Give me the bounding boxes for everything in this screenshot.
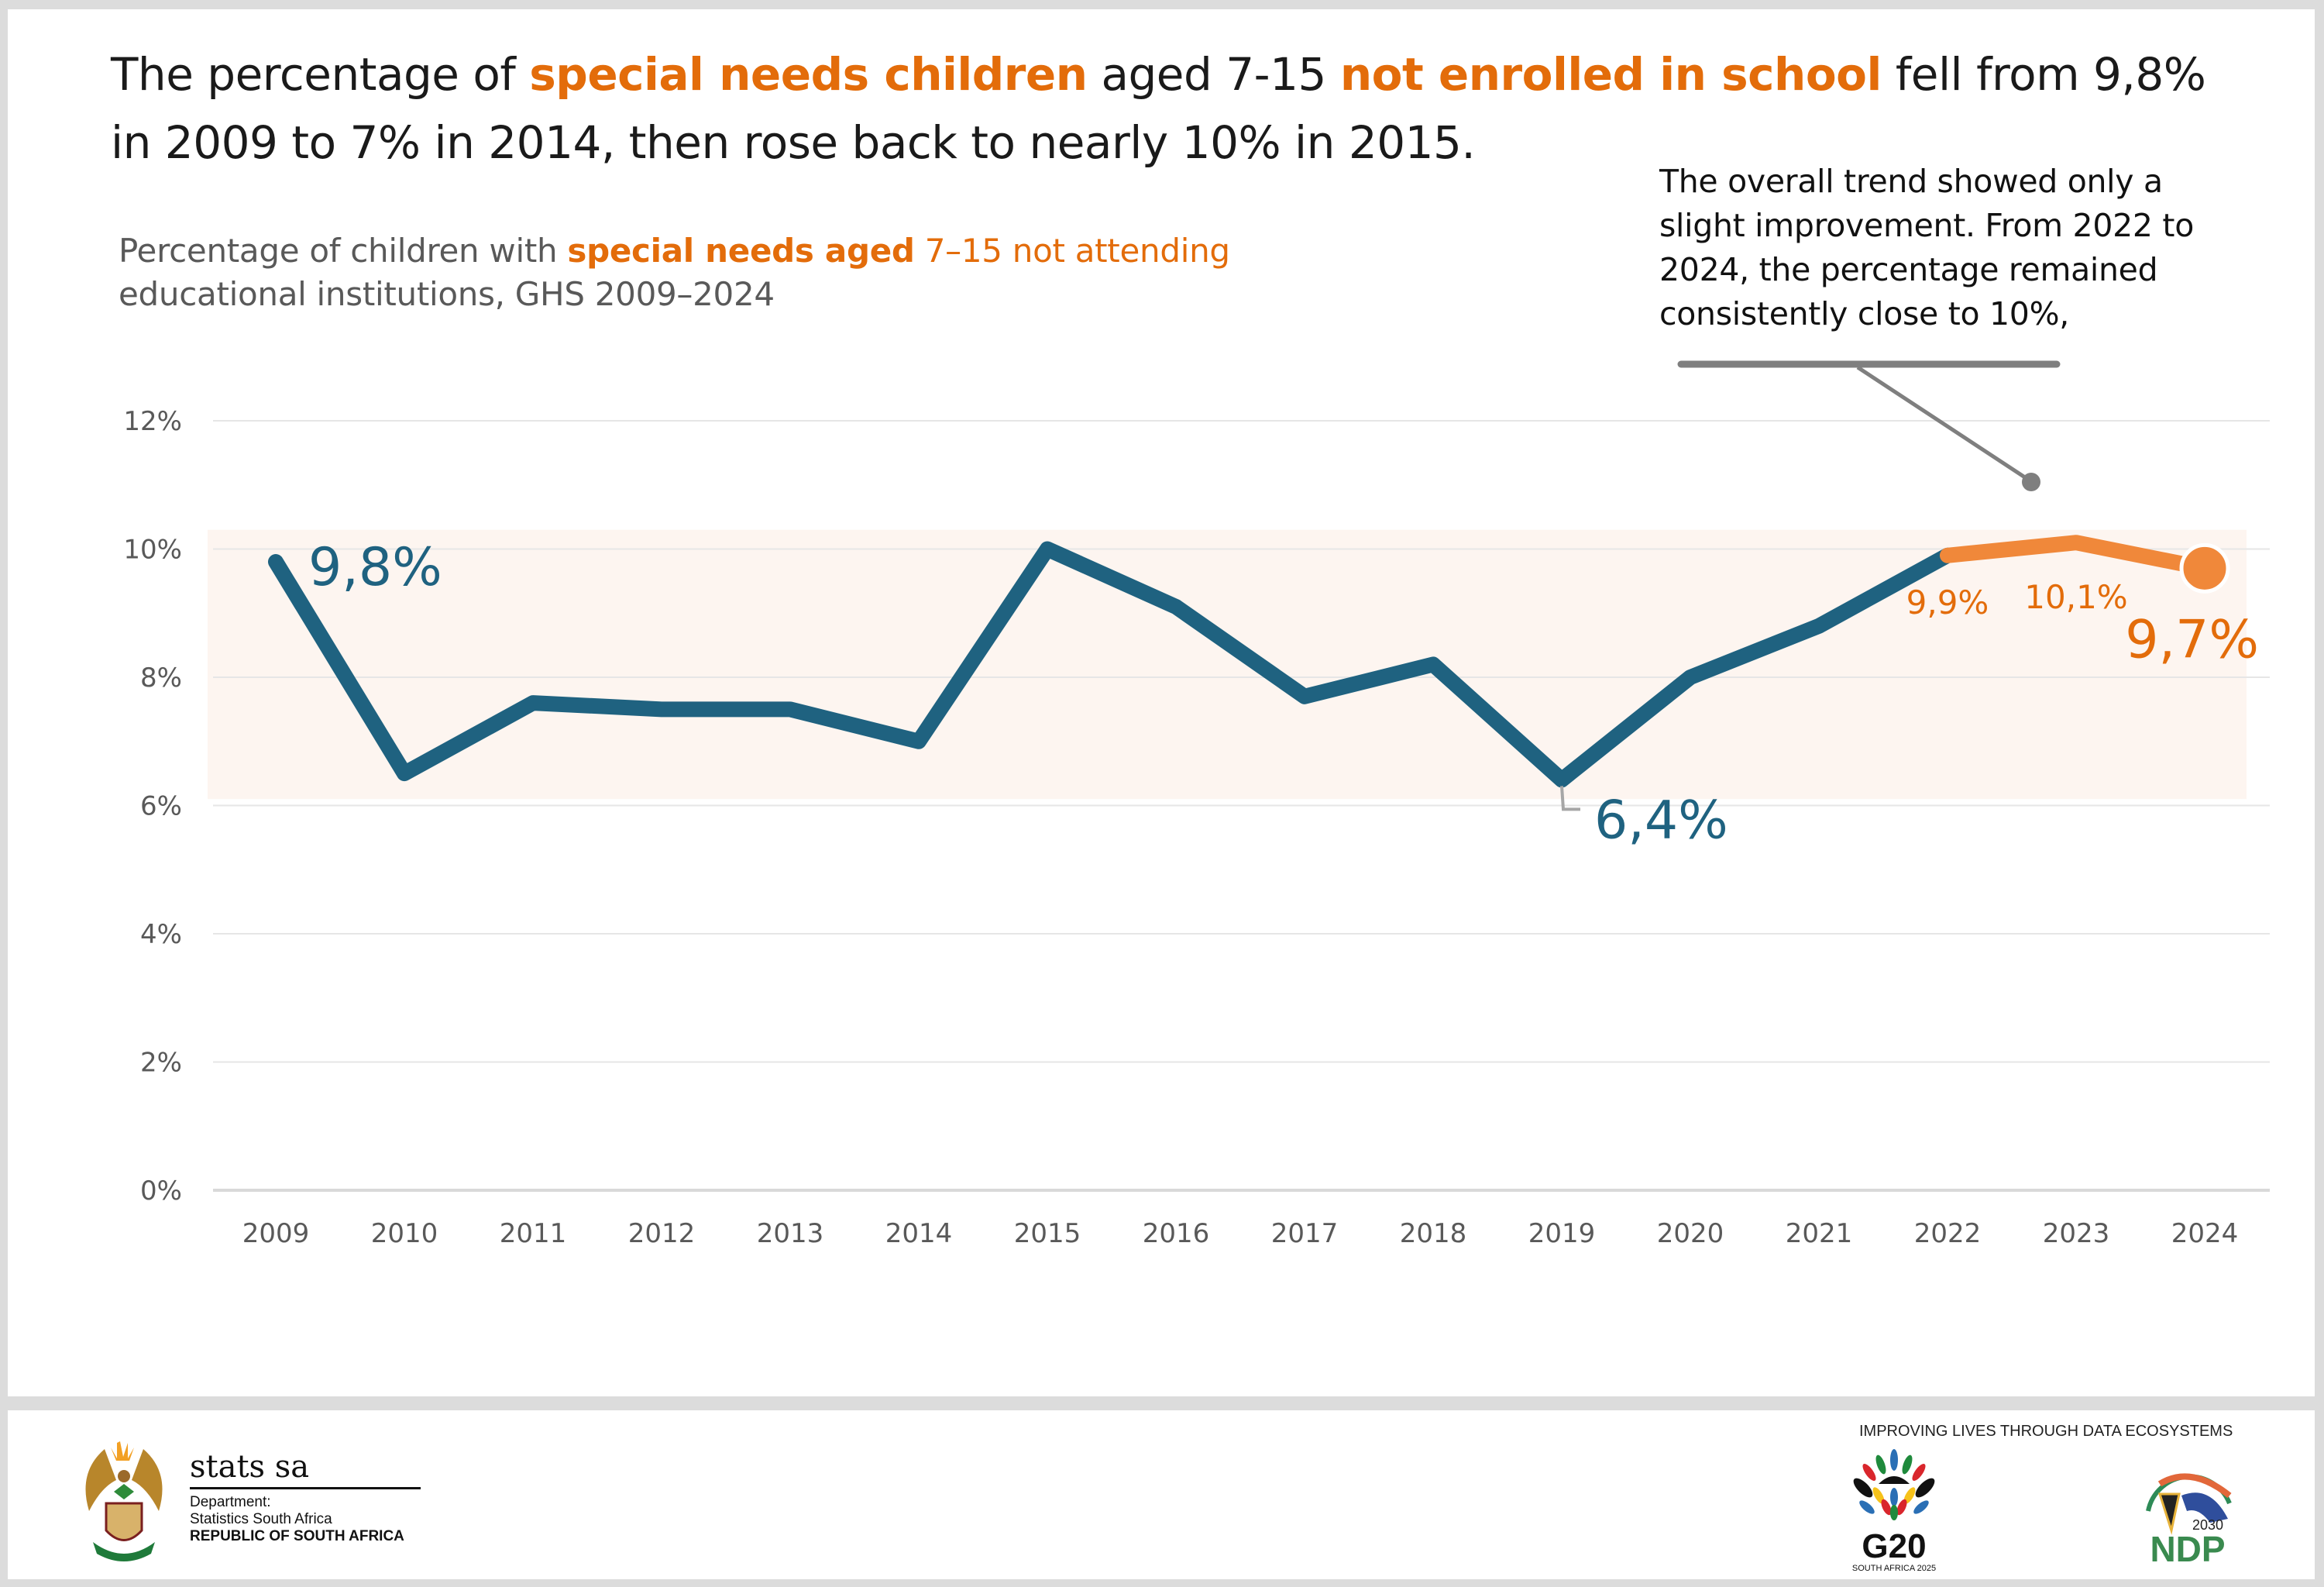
y-tick-label: 2%: [140, 1048, 182, 1079]
ndp-text: NDP: [2150, 1529, 2225, 1565]
data-label-2019: 6,4%: [1594, 790, 1728, 851]
y-tick-label: 10%: [123, 535, 182, 566]
x-tick-label: 2024: [2171, 1218, 2239, 1249]
data-label-2024: 9,7%: [2125, 609, 2259, 670]
headline: The percentage of special needs children…: [111, 40, 2249, 177]
annotation-leader-dot: [2022, 473, 2040, 491]
subtitle-highlight-bold: special needs aged: [567, 232, 915, 270]
x-tick-label: 2019: [1528, 1218, 1596, 1249]
dept-line-3: REPUBLIC OF SOUTH AFRICA: [190, 1528, 404, 1544]
headline-highlight-special-needs: special needs children: [529, 48, 1088, 101]
headline-text-3: fell from 9,8% in 2009 to 7% in 2014, th…: [111, 48, 2206, 169]
data-label-2023: 10,1%: [2024, 578, 2127, 616]
coat-of-arms-icon: [85, 1441, 163, 1561]
x-tick-label: 2010: [371, 1218, 438, 1249]
subtitle-text-2: educational institutions, GHS 2009–2024: [119, 275, 775, 313]
ndp-year: 2030: [2192, 1517, 2223, 1533]
footer: [8, 1410, 2315, 1579]
highlight-band: [208, 529, 2247, 800]
subtitle-highlight: 7–15 not attending: [914, 232, 1230, 270]
x-tick-label: 2020: [1657, 1218, 1724, 1249]
label-leader-2019: [1560, 786, 1580, 811]
subtitle-text-1: Percentage of children with: [119, 232, 568, 270]
data-label-2009: 9,8%: [308, 537, 442, 598]
y-tick-label: 0%: [140, 1176, 182, 1207]
x-tick-label: 2012: [628, 1218, 696, 1249]
g20-subtext: SOUTH AFRICA 2025: [1852, 1564, 1936, 1573]
chart-subtitle: Percentage of children with special need…: [119, 229, 1358, 316]
y-tick-label: 6%: [140, 791, 182, 822]
stats-sa-wordmark: stats sa: [190, 1449, 310, 1485]
x-tick-label: 2013: [757, 1218, 824, 1249]
x-tick-label: 2014: [885, 1218, 953, 1249]
series-line-recent: [1940, 535, 2212, 577]
y-tick-label: 12%: [123, 406, 182, 437]
x-tick-label: 2017: [1271, 1218, 1339, 1249]
end-point-marker: [2179, 542, 2230, 594]
x-tick-label: 2018: [1400, 1218, 1467, 1249]
headline-text-1: The percentage of: [111, 48, 530, 101]
series-line-main: [268, 541, 1955, 788]
y-tick-label: 8%: [140, 663, 182, 694]
headline-highlight-not-enrolled: not enrolled in school: [1339, 48, 1882, 101]
department-block: Department: Statistics South Africa REPU…: [190, 1494, 404, 1545]
x-tick-label: 2011: [500, 1218, 567, 1249]
trend-annotation: The overall trend showed only a slight i…: [1659, 163, 2194, 332]
g20-text: G20: [1862, 1527, 1926, 1565]
footer-tagline: IMPROVING LIVES THROUGH DATA ECOSYSTEMS: [1859, 1423, 2233, 1440]
x-tick-label: 2022: [1914, 1218, 1982, 1249]
dept-line-2: Statistics South Africa: [190, 1511, 332, 1527]
x-tick-label: 2015: [1014, 1218, 1081, 1249]
g20-logo-icon: G20 SOUTH AFRICA 2025: [1852, 1449, 1936, 1573]
ndp-2030-logo-icon: 2030 NDP: [2146, 1473, 2232, 1565]
x-tick-label: 2016: [1143, 1218, 1210, 1249]
x-tick-label: 2023: [2043, 1218, 2110, 1249]
dept-line-1: Department:: [190, 1494, 271, 1510]
x-tick-label: 2009: [242, 1218, 310, 1249]
x-tick-label: 2021: [1786, 1218, 1853, 1249]
data-label-2022: 9,9%: [1906, 584, 1989, 621]
stats-sa-rule: [190, 1487, 421, 1489]
annotation-leader-diagonal: [1856, 365, 2031, 483]
y-tick-label: 4%: [140, 919, 182, 950]
headline-text-2: aged 7-15: [1087, 48, 1340, 101]
